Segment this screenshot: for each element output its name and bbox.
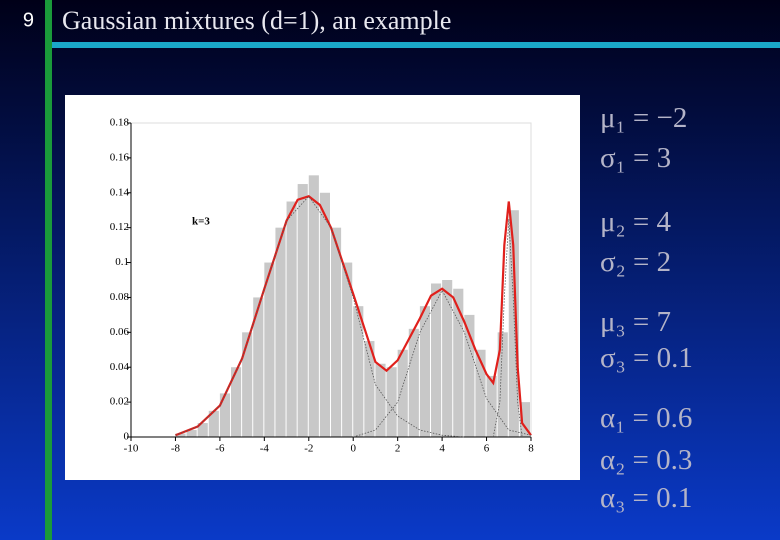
parameter: σ₃ = 0.1 <box>600 342 693 374</box>
histogram-bar <box>331 227 342 437</box>
histogram-bar <box>275 227 286 437</box>
histogram-bar <box>519 402 530 437</box>
histogram-bar <box>208 410 219 437</box>
histogram-bar <box>497 332 508 437</box>
histogram-bar <box>231 367 242 437</box>
x-tick-label: 4 <box>439 443 445 455</box>
histogram-bar <box>442 280 453 437</box>
x-tick-label: -2 <box>304 443 313 455</box>
y-tick-label: 0.12 <box>110 221 129 233</box>
parameter: μ₁ = −2 <box>600 102 687 134</box>
histogram-bar <box>264 262 275 437</box>
x-tick-label: -6 <box>215 443 225 455</box>
parameter: α₂ = 0.3 <box>600 444 692 476</box>
slide-number: 9 <box>23 9 34 31</box>
parameter: α₃ = 0.1 <box>600 482 692 514</box>
component-curve <box>492 218 523 438</box>
parameter: σ₁ = 3 <box>600 142 671 174</box>
x-tick-label: 6 <box>484 443 490 455</box>
histogram-bar <box>364 341 375 437</box>
histogram-bar <box>397 349 408 437</box>
histogram-bar <box>219 393 230 437</box>
histogram-bar <box>386 367 397 437</box>
parameter: σ₂ = 2 <box>600 246 671 278</box>
component-curve <box>175 195 465 438</box>
x-tick-label: 2 <box>395 443 401 455</box>
y-tick-label: 0.08 <box>110 291 130 303</box>
histogram-bar <box>253 297 264 437</box>
top-rule <box>52 42 780 48</box>
histogram-bar <box>308 175 319 438</box>
histogram-bar <box>408 328 419 437</box>
histogram-bar <box>342 262 353 437</box>
histogram-bar <box>475 349 486 437</box>
parameter: μ₂ = 4 <box>600 206 672 238</box>
histogram-bar <box>419 306 430 437</box>
y-tick-label: 0.1 <box>115 256 129 268</box>
y-tick-label: 0.02 <box>110 396 129 408</box>
histogram-bar <box>464 314 475 437</box>
y-tick-label: 0.14 <box>110 186 130 198</box>
left-rule <box>45 0 52 540</box>
histogram-bar <box>197 423 208 437</box>
histogram-bar <box>431 283 442 437</box>
histogram-bar <box>319 192 330 437</box>
slide-title: Gaussian mixtures (d=1), an example <box>62 6 451 35</box>
parameter: α₁ = 0.6 <box>600 402 692 434</box>
x-tick-label: 8 <box>528 443 534 455</box>
histogram-bar <box>353 306 364 437</box>
y-tick-label: 0 <box>124 431 130 443</box>
chart: 0 0.02 0.04 0.06 0.08 0.1 0.12 0.14 0.16 0.18 -10 -… <box>110 117 535 455</box>
annotation: k=3 <box>192 216 210 228</box>
histogram-bar <box>375 363 386 437</box>
histogram-bar <box>486 375 497 437</box>
x-tick-label: 0 <box>350 443 356 455</box>
histogram-bar <box>453 288 464 437</box>
x-tick-label: -4 <box>260 443 270 455</box>
y-tick-label: 0.18 <box>110 117 130 129</box>
histogram-bar <box>286 201 297 437</box>
histogram-bar <box>297 184 308 437</box>
histogram-bar <box>186 430 197 437</box>
x-tick-label: -10 <box>124 443 139 455</box>
histogram-bar <box>242 332 253 437</box>
y-tick-label: 0.16 <box>110 151 130 163</box>
histogram-bar <box>175 433 186 437</box>
parameter: μ₃ = 7 <box>600 306 671 338</box>
x-tick-label: -8 <box>171 443 181 455</box>
histogram-bar <box>508 210 519 437</box>
y-tick-label: 0.06 <box>110 326 130 338</box>
y-tick-label: 0.04 <box>110 361 130 373</box>
parameters: μ₁ = −2 σ₁ = 3 μ₂ = 4 σ₂ = 2 μ₃ = 7 σ₃ = 0.1 α… <box>600 102 693 514</box>
mixture-curve <box>175 195 532 437</box>
